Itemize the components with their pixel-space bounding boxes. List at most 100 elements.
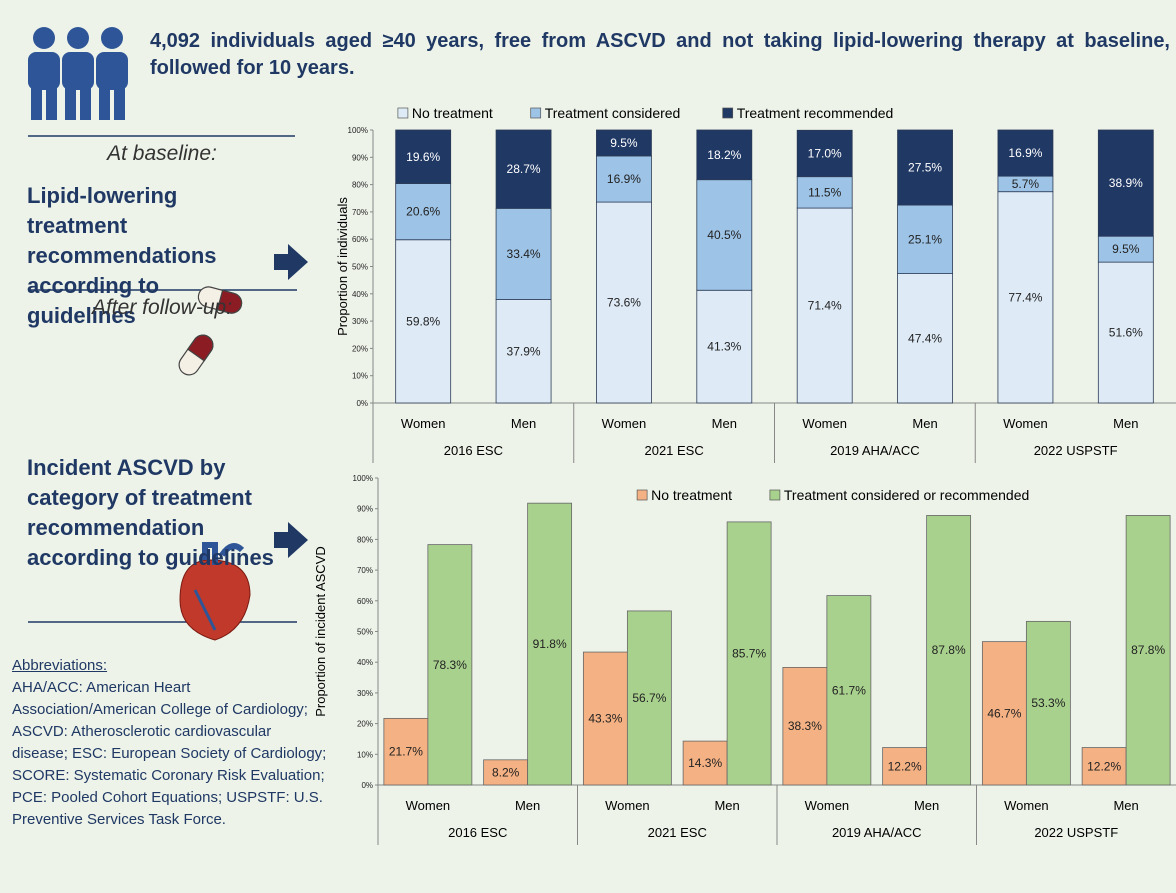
value-label: 38.9% — [1109, 176, 1143, 190]
x-tick-label: Men — [1113, 416, 1138, 431]
bar — [981, 641, 1027, 786]
bar — [897, 204, 953, 274]
bar — [495, 299, 552, 404]
bar — [782, 667, 828, 786]
value-label: 85.7% — [732, 646, 766, 660]
y-tick-label: 30% — [357, 689, 373, 698]
bar — [1125, 515, 1171, 786]
bar — [826, 595, 872, 786]
bar — [997, 129, 1054, 177]
value-label: 9.5% — [610, 136, 638, 150]
x-tick-label: Men — [914, 798, 939, 813]
bar — [796, 176, 853, 209]
legend-swatch — [636, 489, 648, 501]
title: 4,092 individuals aged ≥40 years, free f… — [150, 30, 1170, 79]
bar — [395, 129, 452, 184]
y-tick-label: 100% — [348, 126, 368, 135]
bar — [882, 747, 928, 786]
value-label: 27.5% — [908, 161, 942, 175]
legend-label: Treatment considered or recommended — [784, 487, 1029, 503]
value-label: 87.8% — [932, 643, 966, 657]
y-tick-label: 50% — [352, 263, 368, 272]
value-label: 87.8% — [1131, 643, 1165, 657]
x-tick-label: Men — [1113, 798, 1138, 813]
value-label: 61.7% — [832, 683, 866, 697]
y-tick-label: 40% — [357, 658, 373, 667]
value-label: 37.9% — [507, 344, 541, 358]
y-tick-label: 60% — [357, 597, 373, 606]
baseline-text: Lipid-lowering treatment recommendations… — [27, 183, 217, 328]
followup-label: After follow-up: — [91, 296, 233, 319]
value-label: 56.7% — [632, 691, 666, 705]
bar — [495, 129, 552, 209]
value-label: 46.7% — [987, 706, 1021, 720]
bar — [696, 289, 753, 404]
x-tick-label: Women — [602, 416, 647, 431]
bar — [926, 515, 972, 786]
y-axis-label: Proportion of incident ASCVD — [313, 546, 328, 717]
bar — [596, 155, 652, 203]
baseline-label: At baseline: — [107, 142, 217, 165]
value-label: 78.3% — [433, 658, 467, 672]
x-tick-label: Men — [712, 416, 737, 431]
y-tick-label: 80% — [352, 181, 368, 190]
group-label: 2016 ESC — [448, 825, 507, 840]
x-tick-label: Women — [1003, 416, 1048, 431]
value-label: 25.1% — [908, 232, 942, 246]
value-label: 91.8% — [533, 637, 567, 651]
value-label: 53.3% — [1031, 696, 1065, 710]
people-icon — [28, 27, 128, 120]
value-label: 9.5% — [1112, 242, 1140, 256]
x-tick-label: Men — [515, 798, 540, 813]
bar — [897, 129, 953, 206]
value-label: 51.6% — [1109, 326, 1143, 340]
group-label: 2021 ESC — [648, 825, 707, 840]
y-tick-label: 20% — [357, 720, 373, 729]
dividers — [28, 135, 297, 623]
legend-label: Treatment recommended — [737, 105, 894, 121]
bar — [527, 502, 573, 786]
arrows — [274, 244, 308, 558]
value-label: 71.4% — [808, 299, 842, 313]
bar — [383, 717, 429, 786]
bar — [427, 544, 473, 786]
bar — [726, 521, 772, 786]
y-tick-label: 70% — [352, 208, 368, 217]
group-label: 2016 ESC — [444, 443, 503, 458]
heart-icon — [179, 542, 251, 641]
value-label: 16.9% — [607, 172, 641, 186]
value-label: 43.3% — [588, 712, 622, 726]
value-label: 41.3% — [707, 340, 741, 354]
value-label: 21.7% — [389, 745, 423, 759]
x-tick-label: Men — [912, 416, 937, 431]
bar — [596, 129, 652, 157]
pills-icon — [178, 286, 243, 376]
y-tick-label: 20% — [352, 344, 368, 353]
legend-swatch — [530, 107, 542, 119]
y-tick-label: 60% — [352, 235, 368, 244]
group-label: 2022 USPSTF — [1034, 825, 1118, 840]
legend-label: No treatment — [651, 487, 732, 503]
value-label: 47.4% — [908, 331, 942, 345]
value-label: 12.2% — [1087, 759, 1121, 773]
bar — [897, 273, 953, 404]
y-tick-label: 90% — [352, 153, 368, 162]
y-axis-label: Proportion of individuals — [335, 197, 350, 336]
legend-label: Treatment considered — [545, 105, 681, 121]
value-label: 59.8% — [406, 314, 440, 328]
abbreviations-text: AHA/ACC: American Heart Association/Amer… — [12, 679, 327, 828]
value-label: 18.2% — [707, 148, 741, 162]
x-tick-label: Women — [605, 798, 650, 813]
bar — [483, 759, 529, 786]
x-tick-label: Men — [714, 798, 739, 813]
followup-text: Incident ASCVD by category of treatment … — [27, 455, 274, 570]
value-label: 33.4% — [507, 247, 541, 261]
legend-swatch — [769, 489, 781, 501]
bar — [696, 129, 753, 181]
bar — [796, 129, 853, 178]
x-tick-label: Women — [406, 798, 451, 813]
bar — [1097, 129, 1154, 237]
